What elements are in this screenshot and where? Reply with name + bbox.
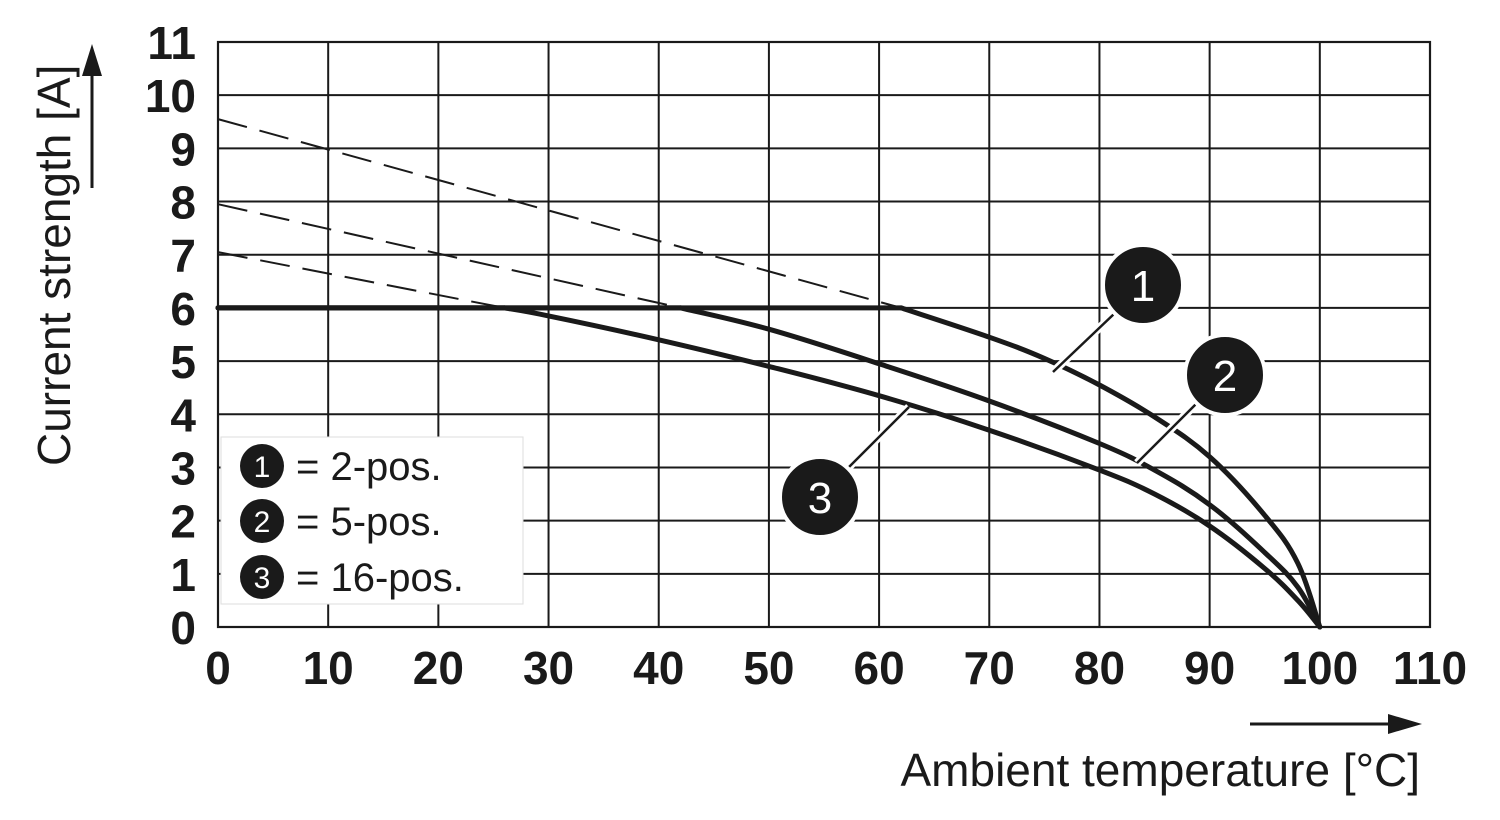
x-axis-title-group: Ambient temperature [°C] bbox=[901, 714, 1422, 796]
legend-marker-3-label: 3 bbox=[254, 562, 271, 595]
x-tick-label-110: 110 bbox=[1393, 642, 1467, 694]
y-tick-label-5: 5 bbox=[170, 336, 196, 388]
x-tick-label-80: 80 bbox=[1074, 642, 1125, 694]
leader-line-2 bbox=[1136, 402, 1198, 464]
y-axis-arrow-head bbox=[82, 44, 102, 76]
series-marker-2 bbox=[1183, 333, 1267, 417]
y-tick-label-8: 8 bbox=[170, 177, 196, 229]
x-tick-label-70: 70 bbox=[964, 642, 1015, 694]
series-line-1 bbox=[898, 305, 1323, 630]
legend-item-2: 2 = 5-pos. bbox=[240, 499, 442, 544]
series-marker-3 bbox=[778, 455, 862, 539]
grid bbox=[216, 40, 1432, 629]
dashed-extension-2 bbox=[217, 203, 682, 309]
legend-label-3: = 16-pos. bbox=[296, 556, 464, 600]
series-lines bbox=[215, 305, 1323, 630]
legend-marker-1-label: 1 bbox=[254, 451, 271, 484]
series-line-3 bbox=[502, 305, 1323, 630]
legend-marker-2 bbox=[240, 499, 284, 543]
y-tick-label-3: 3 bbox=[170, 442, 196, 494]
y-tick-label-4: 4 bbox=[170, 389, 196, 441]
y-tick-label-0: 0 bbox=[170, 602, 196, 654]
x-tick-label-30: 30 bbox=[523, 642, 574, 694]
dashed-extensions bbox=[217, 118, 902, 309]
dashed-extension-1 bbox=[217, 118, 902, 309]
dashed-extension-3 bbox=[217, 251, 505, 309]
legend-label-1: = 2-pos. bbox=[296, 445, 442, 489]
x-tick-label-90: 90 bbox=[1184, 642, 1235, 694]
legend-marker-1 bbox=[240, 444, 284, 488]
leader-line-1 bbox=[1052, 312, 1116, 373]
x-tick-label-10: 10 bbox=[303, 642, 354, 694]
series-marker-1 bbox=[1101, 243, 1185, 327]
y-tick-label-9: 9 bbox=[170, 123, 196, 175]
legend-label-2: = 5-pos. bbox=[296, 500, 442, 544]
y-axis-title: Current strength [A] bbox=[28, 65, 80, 466]
x-tick-label-60: 60 bbox=[854, 642, 905, 694]
y-axis-title-group: Current strength [A] bbox=[28, 44, 102, 466]
y-tick-label-6: 6 bbox=[170, 283, 196, 335]
x-tick-labels: 0 10 20 30 40 50 60 70 80 90 100 110 bbox=[205, 642, 1467, 694]
y-tick-label-11: 11 bbox=[147, 17, 196, 69]
x-tick-label-0: 0 bbox=[205, 642, 231, 694]
x-axis-title: Ambient temperature [°C] bbox=[901, 744, 1421, 796]
series-markers: 1 2 3 bbox=[778, 243, 1267, 539]
leader-line-3 bbox=[847, 406, 910, 469]
y-tick-label-1: 1 bbox=[170, 549, 196, 601]
x-tick-label-50: 50 bbox=[743, 642, 794, 694]
y-tick-label-10: 10 bbox=[145, 70, 196, 122]
y-tick-label-2: 2 bbox=[170, 496, 196, 548]
y-tick-label-7: 7 bbox=[170, 230, 196, 282]
x-tick-label-20: 20 bbox=[413, 642, 464, 694]
legend-item-1: 1 = 2-pos. bbox=[240, 444, 442, 489]
legend-marker-2-label: 2 bbox=[254, 506, 271, 539]
series-marker-label-2: 2 bbox=[1213, 352, 1237, 401]
series-line-2 bbox=[678, 305, 1323, 630]
legend-item-3: 3 = 16-pos. bbox=[240, 555, 464, 600]
x-tick-label-40: 40 bbox=[633, 642, 684, 694]
legend: 1 = 2-pos. 2 = 5-pos. 3 = 16-pos. bbox=[220, 436, 524, 605]
x-axis-arrow-head bbox=[1388, 714, 1422, 734]
series-marker-label-3: 3 bbox=[808, 474, 832, 523]
x-tick-label-100: 100 bbox=[1281, 642, 1358, 694]
series-marker-label-1: 1 bbox=[1131, 262, 1155, 311]
legend-marker-3 bbox=[240, 555, 284, 599]
